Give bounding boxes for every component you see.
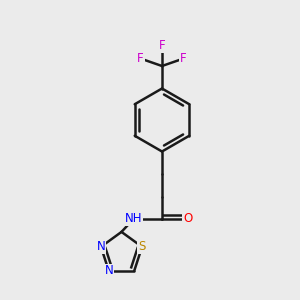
Text: O: O — [183, 212, 192, 226]
Text: S: S — [138, 240, 146, 253]
Text: F: F — [137, 52, 144, 65]
Text: NH: NH — [125, 212, 142, 226]
Text: N: N — [104, 265, 113, 278]
Text: N: N — [97, 240, 105, 253]
Text: F: F — [159, 39, 165, 52]
Text: F: F — [180, 52, 187, 65]
